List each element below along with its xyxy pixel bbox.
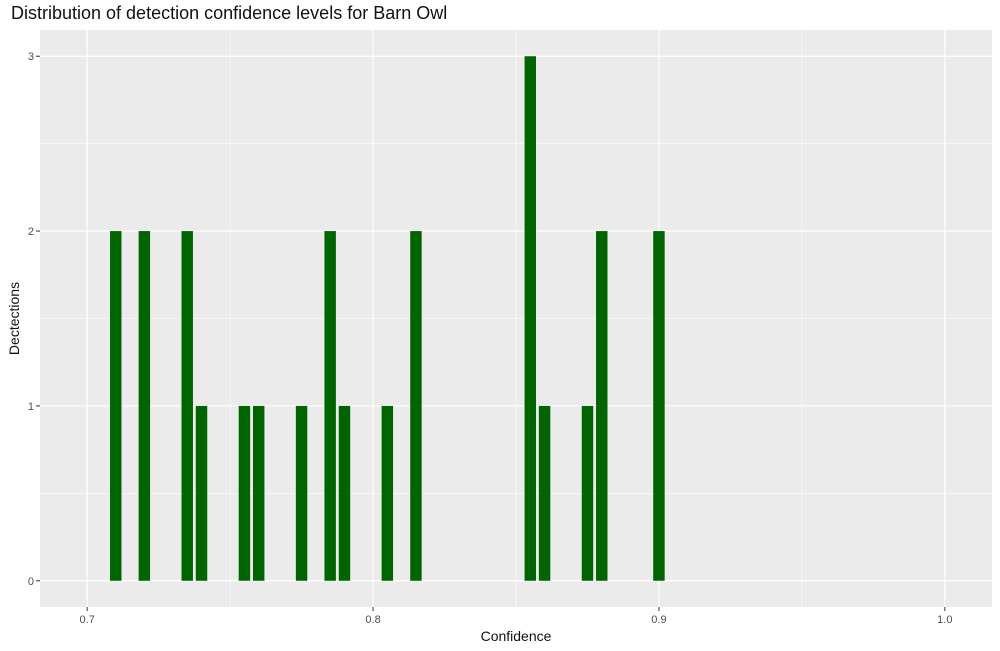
bar xyxy=(195,405,208,581)
chart-title: Distribution of detection confidence lev… xyxy=(11,3,448,23)
bar xyxy=(324,231,336,581)
y-tick-label: 1 xyxy=(28,401,34,413)
bar xyxy=(653,231,665,581)
bar xyxy=(138,231,151,581)
y-tick-label: 3 xyxy=(28,51,34,63)
x-axis: 0.7 0.8 0.9 1.0 xyxy=(80,607,952,626)
x-tick-label: 0.8 xyxy=(365,614,380,626)
bar xyxy=(238,405,251,581)
x-tick-label: 1.0 xyxy=(937,614,952,626)
y-tick-label: 0 xyxy=(28,576,34,588)
bars xyxy=(110,56,665,581)
bar xyxy=(596,231,608,581)
y-tick-label: 2 xyxy=(28,226,34,238)
x-tick-label: 0.7 xyxy=(80,614,95,626)
minor-gridlines xyxy=(40,30,992,607)
bar xyxy=(538,405,551,581)
bar xyxy=(110,231,122,581)
bar xyxy=(252,405,265,581)
y-axis: 0 1 2 3 xyxy=(28,51,40,588)
y-axis-label: Dectections xyxy=(6,282,22,355)
bar xyxy=(410,231,422,581)
bar xyxy=(338,405,351,581)
bar xyxy=(295,405,308,581)
bar xyxy=(381,405,394,581)
bar xyxy=(524,56,537,581)
x-axis-label: Confidence xyxy=(481,628,552,644)
bar xyxy=(181,231,193,581)
x-tick-label: 0.9 xyxy=(651,614,666,626)
bar xyxy=(581,405,594,581)
